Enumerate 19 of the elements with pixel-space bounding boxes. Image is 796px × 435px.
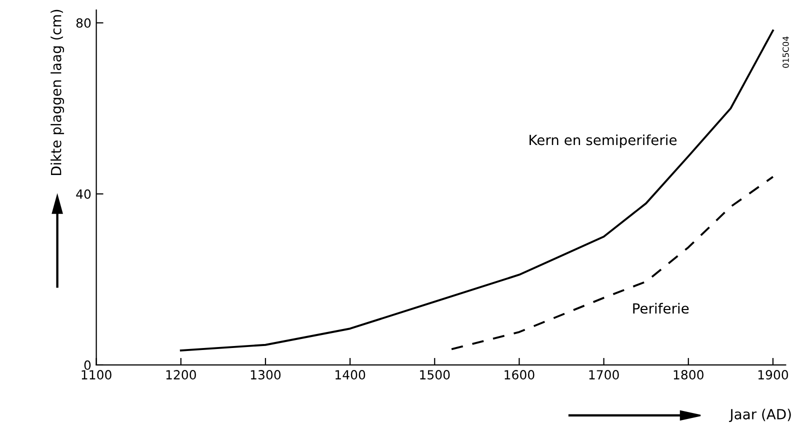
series-label: Periferie: [633, 302, 689, 314]
y-tick-label: 0: [84, 360, 91, 370]
line-series: [450, 176, 774, 350]
x-tick-label: 1700: [589, 370, 619, 380]
y-tick-label: 80: [76, 18, 91, 28]
x-tick-label: 1100: [82, 370, 112, 380]
series-label: Kern en semiperiferie: [530, 134, 677, 148]
y-tick-label: 40: [76, 189, 91, 199]
x-tick-label: 1200: [166, 370, 196, 380]
line-series: [180, 30, 774, 352]
x-tick-label: 1900: [758, 370, 788, 380]
x-tick-label: 1600: [504, 370, 534, 380]
x-tick-label: 1400: [336, 370, 366, 380]
y-axis-title: Dikte plaggen laag (cm): [50, 10, 64, 176]
x-axis-title: Jaar (AD): [729, 408, 791, 422]
annotation: 015C04: [782, 36, 789, 68]
x-tick-label: 1300: [250, 370, 281, 380]
x-tick-label: 1800: [674, 370, 704, 380]
x-tick-label: 1500: [420, 370, 450, 380]
